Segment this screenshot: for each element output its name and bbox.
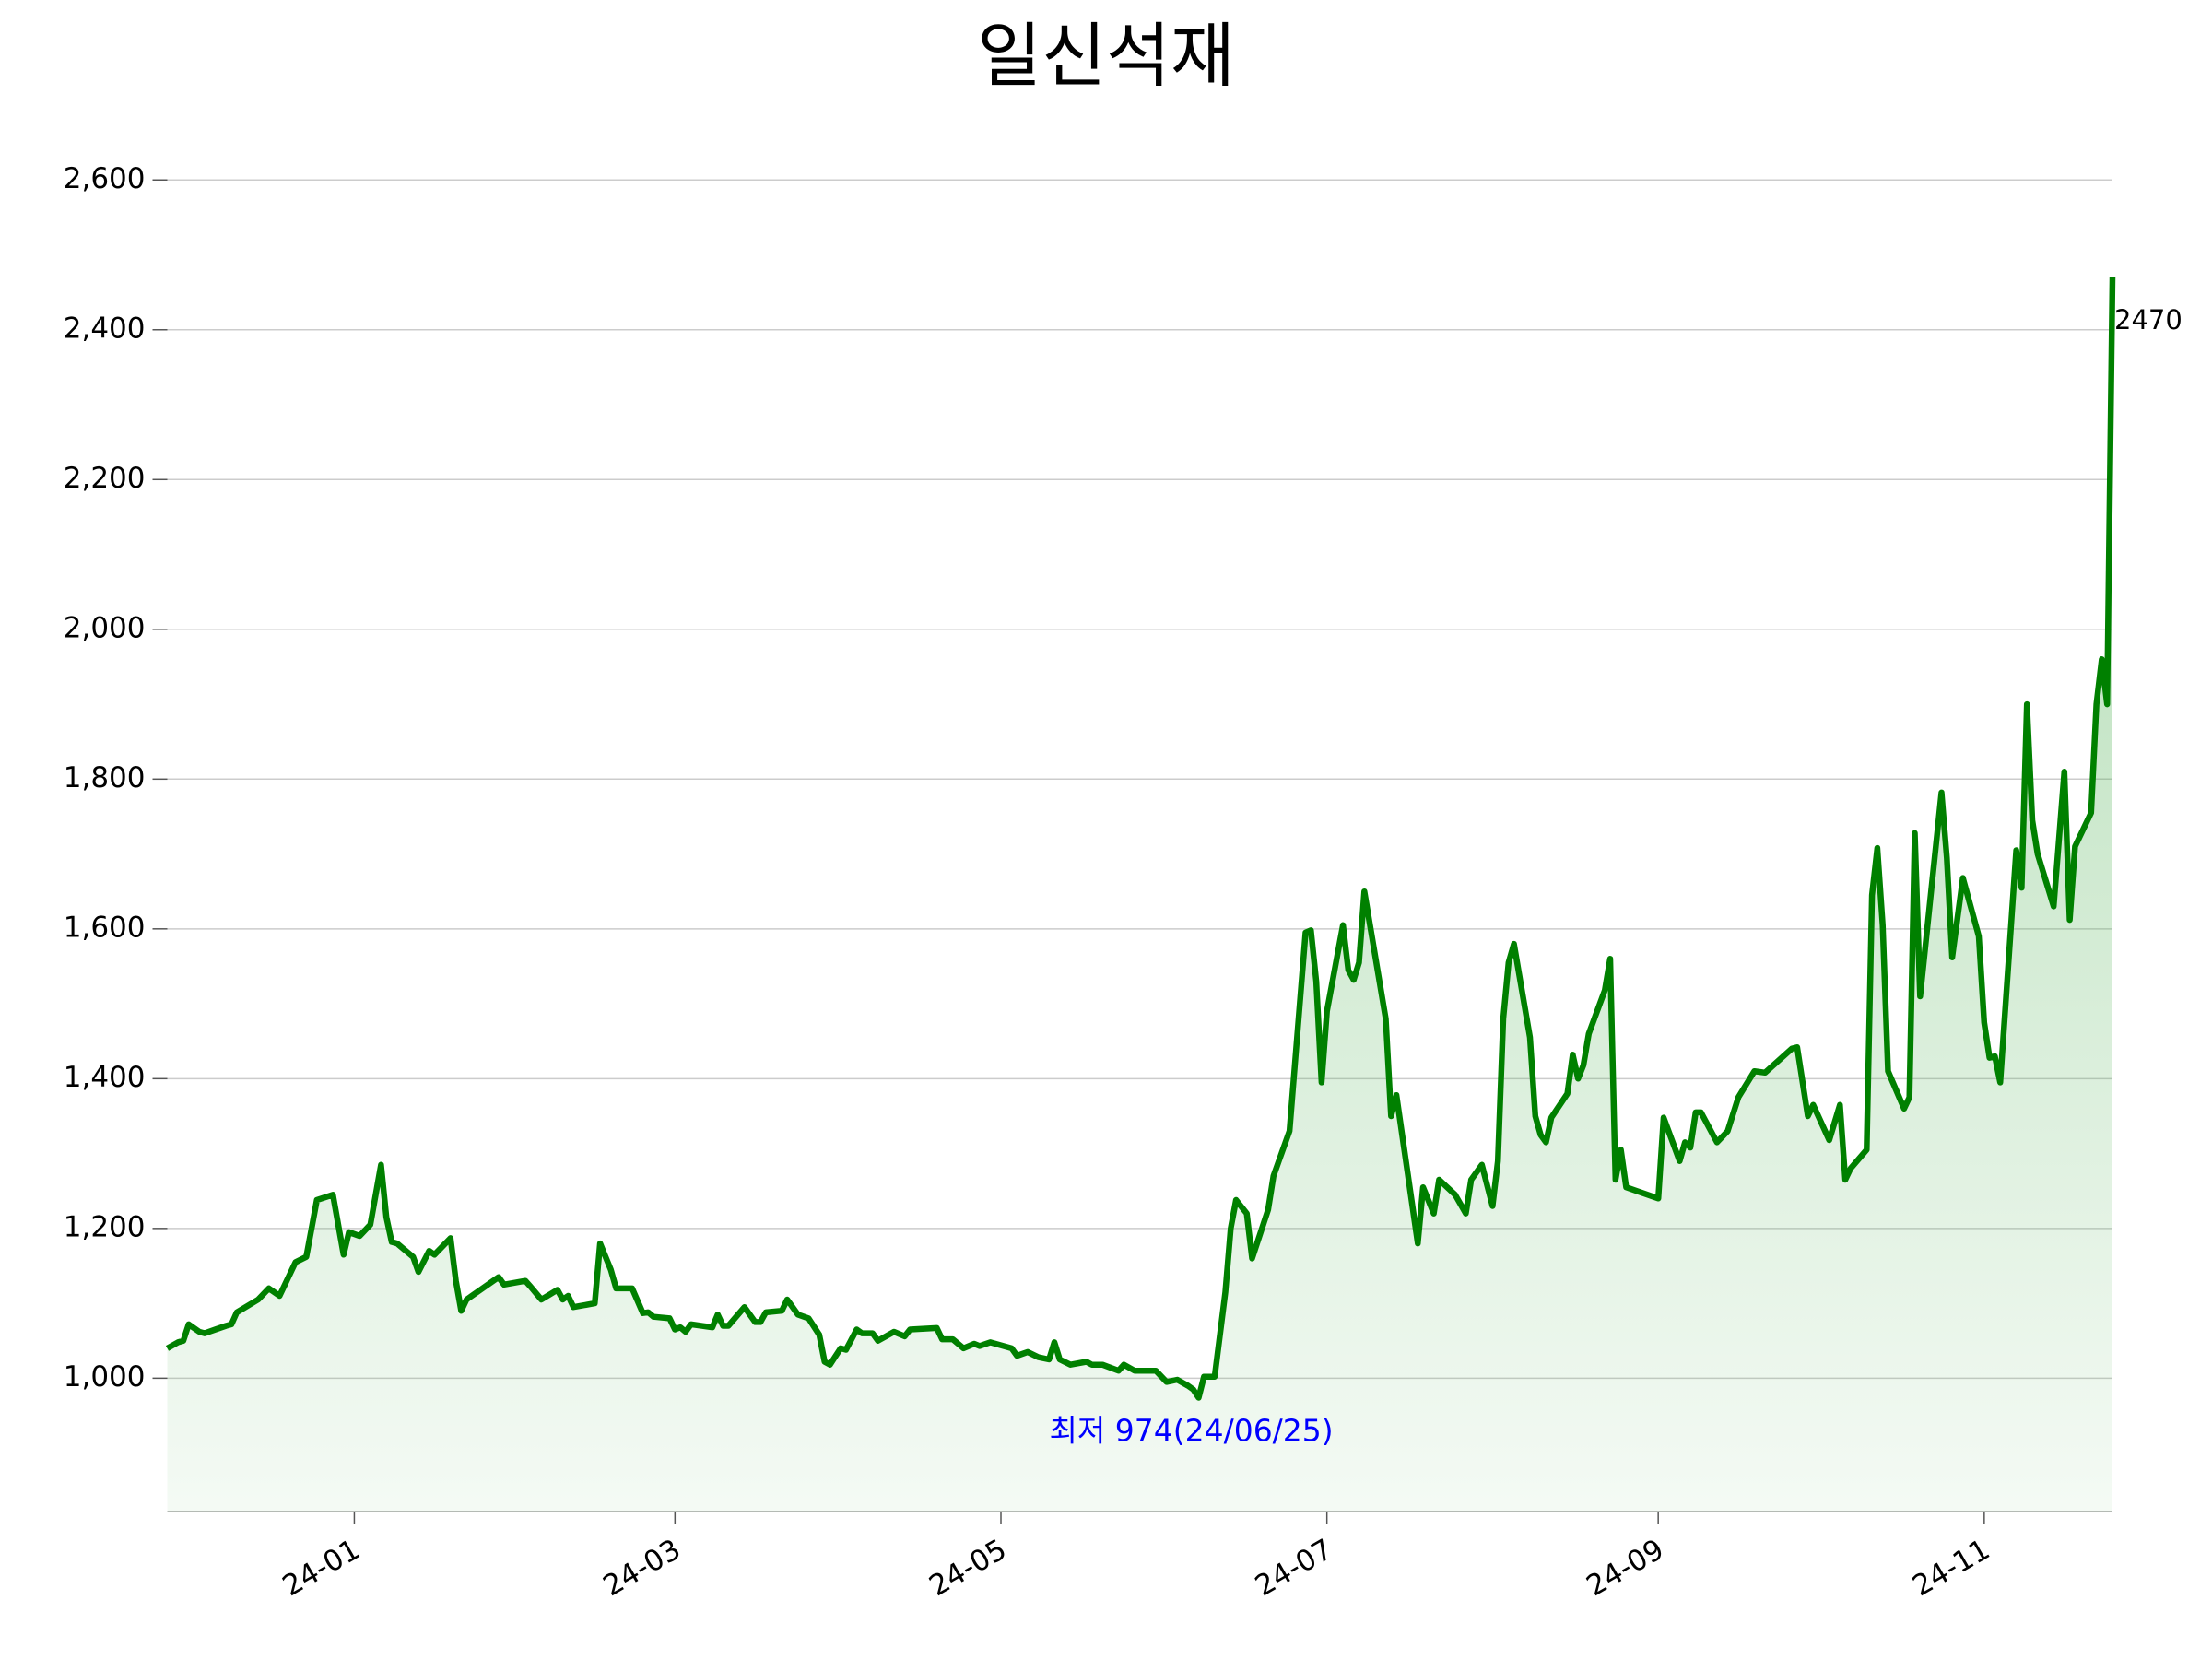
x-tick-label: 24-01	[277, 1533, 366, 1603]
y-tick-label: 2,600	[64, 162, 146, 195]
value-label: 2470	[2114, 304, 2183, 335]
y-tick-label: 2,200	[64, 462, 146, 495]
y-tick-label: 1,000	[64, 1360, 146, 1394]
x-tick-label: 24-09	[1581, 1533, 1669, 1603]
y-tick-label: 2,000	[64, 611, 146, 644]
y-tick-label: 1,600	[64, 911, 146, 944]
x-tick-label: 24-07	[1250, 1533, 1338, 1603]
x-tick-label: 24-11	[1907, 1533, 1995, 1603]
y-tick-label: 2,400	[64, 312, 146, 345]
y-tick-label: 1,200	[64, 1210, 146, 1243]
y-tick-label: 1,800	[64, 761, 146, 794]
min-annotation: 최저 974(24/06/25)	[1050, 1413, 1334, 1449]
chart-title: 일신석재	[977, 15, 1235, 97]
area-fill	[167, 276, 2112, 1512]
x-tick-label: 24-03	[598, 1533, 687, 1603]
y-tick-label: 1,400	[64, 1061, 146, 1094]
price-line	[165, 276, 2116, 1401]
x-tick-label: 24-05	[924, 1533, 1012, 1603]
